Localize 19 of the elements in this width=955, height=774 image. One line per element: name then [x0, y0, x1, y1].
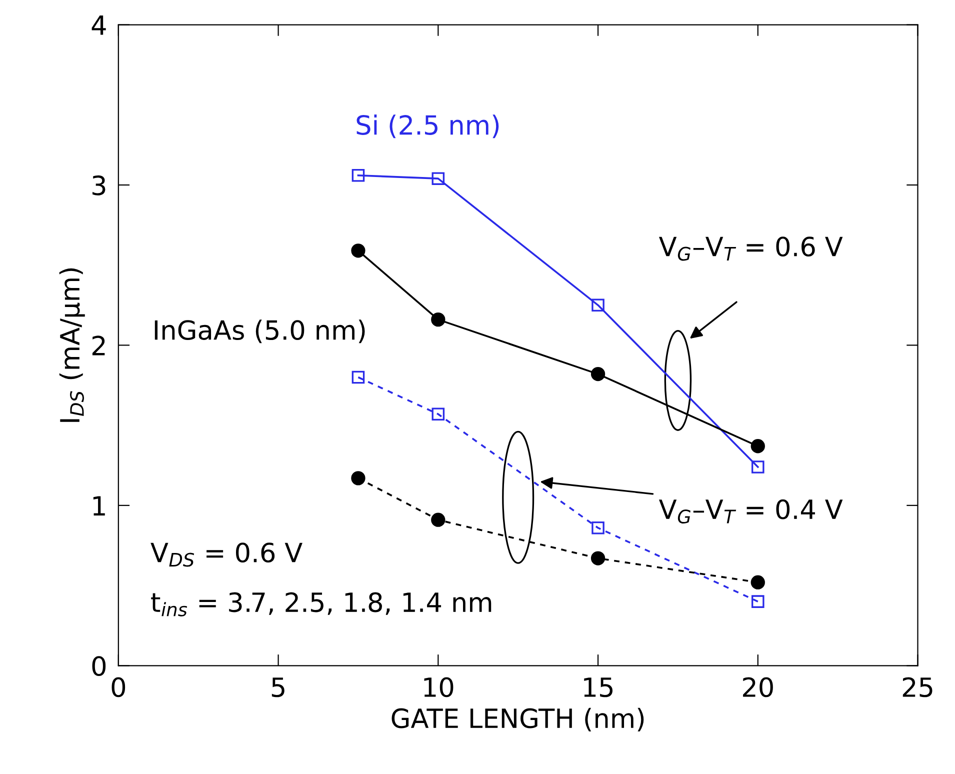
y-tick-label: 1 — [93, 496, 105, 516]
y-tick-label: 3 — [92, 175, 106, 196]
x-axis-title: GATE LENGTH (nm) — [392, 708, 644, 732]
annotation: InGaAs (5.0 nm) — [154, 320, 365, 344]
y-tick-label: 2 — [92, 336, 105, 356]
annotation: t$_{ins}$ = 3.7, 2.5, 1.8, 1.4 nm — [151, 592, 492, 616]
y-tick-label: 0 — [92, 656, 106, 676]
x-tick-label: 15 — [584, 678, 613, 698]
x-tick-label: 0 — [112, 677, 126, 698]
y-tick-label: 4 — [92, 16, 106, 35]
annotation: Si (2.5 nm) — [356, 114, 499, 138]
y-axis-title: I$_{DS}$ (mA/µm) — [59, 268, 85, 422]
x-tick-label: 20 — [743, 677, 773, 698]
x-tick-label: 10 — [424, 677, 454, 698]
x-tick-label: 25 — [902, 677, 932, 698]
annotation: V$_{DS}$ = 0.6 V — [150, 542, 302, 567]
x-tick-label: 5 — [272, 678, 284, 698]
annotation: V$_{G}$–V$_{T}$ = 0.6 V — [658, 236, 843, 261]
annotation: V$_{G}$–V$_{T}$ = 0.4 V — [658, 499, 843, 524]
